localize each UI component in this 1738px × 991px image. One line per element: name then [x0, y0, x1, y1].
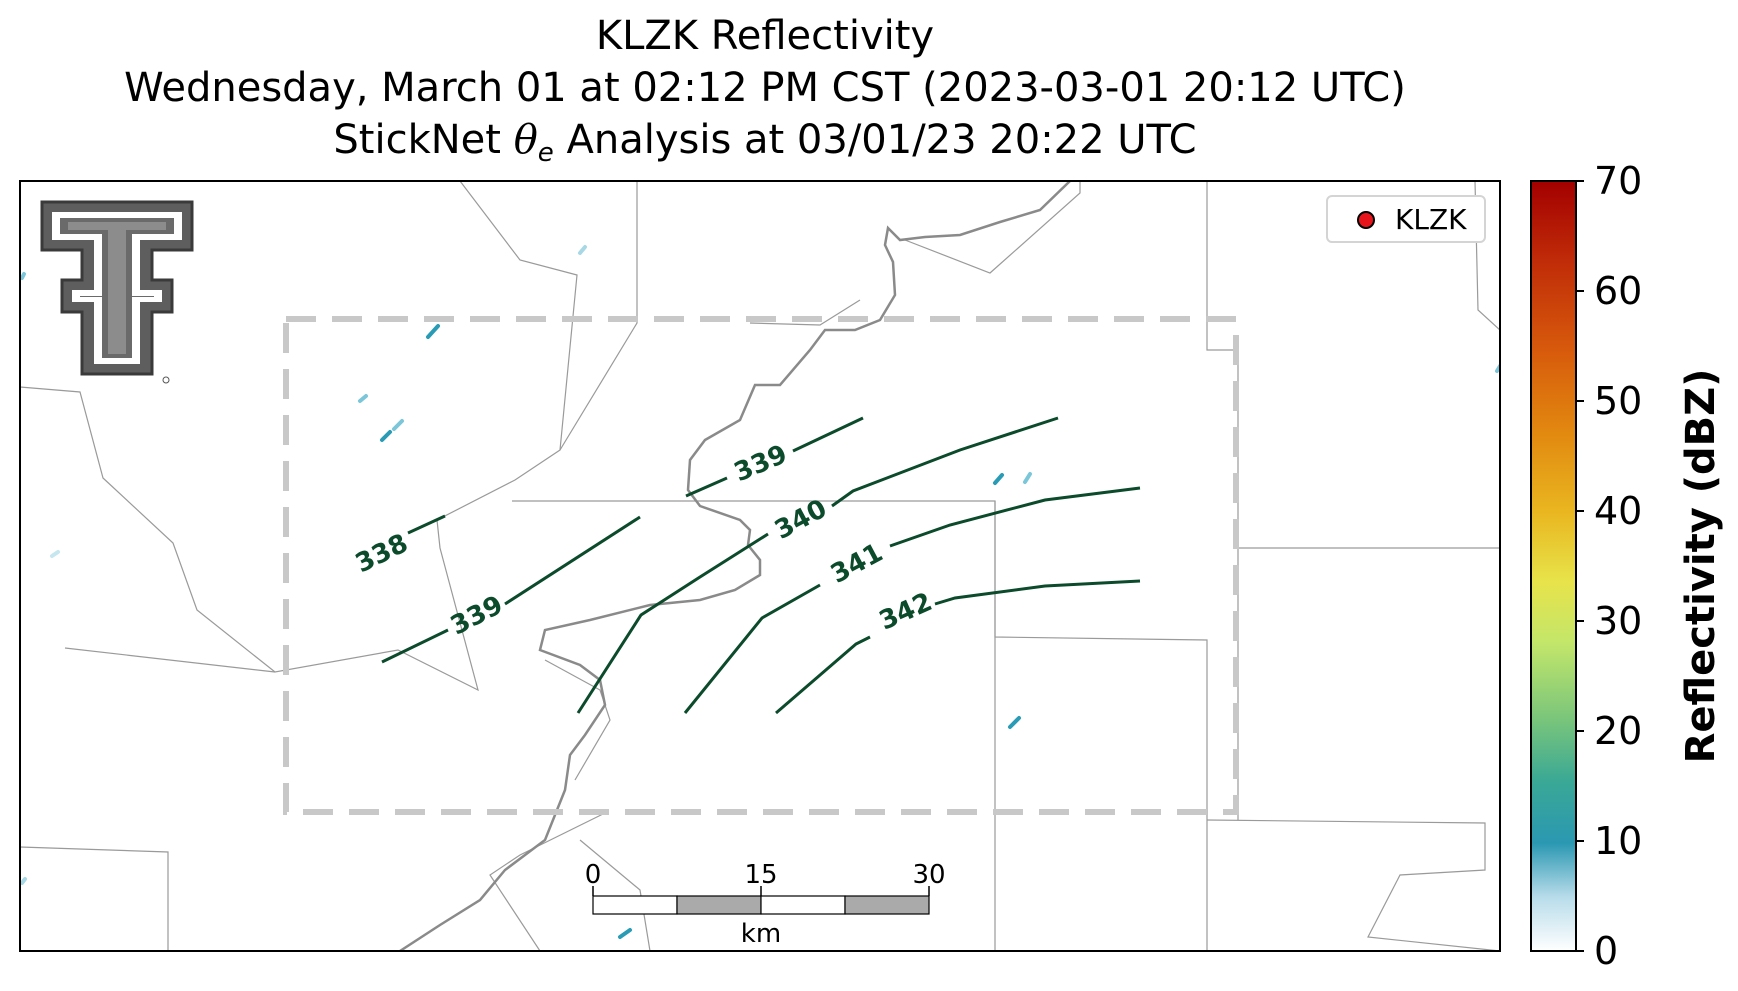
theta-subscript: e	[537, 138, 554, 168]
reflectivity-echoes	[20, 245, 1500, 939]
county-border	[489, 812, 606, 951]
contour-339-north	[792, 416, 864, 453]
scale-segment	[844, 895, 930, 915]
county-border	[20, 846, 169, 951]
colorbar-tick-label: 0	[1594, 929, 1618, 973]
contour-342	[775, 635, 871, 715]
colorbar-scale	[1530, 180, 1577, 952]
subtitle-prefix: StickNet	[333, 117, 501, 163]
echo	[392, 419, 404, 431]
county-border	[20, 181, 578, 692]
scale-bar: 0 15 30 km	[585, 860, 946, 949]
echo	[50, 550, 60, 558]
contour-342	[934, 579, 1141, 606]
river	[399, 181, 1071, 951]
county-border	[579, 839, 651, 951]
legend-box	[1326, 195, 1486, 243]
analysis-subtitle: StickNet θe Analysis at 03/01/23 20:22 U…	[20, 114, 1510, 179]
map-datetime: Wednesday, March 01 at 02:12 PM CST (202…	[124, 65, 1406, 111]
county-border	[559, 181, 638, 451]
county-border	[904, 181, 1081, 274]
colorbar-tick-label: 70	[1594, 159, 1642, 203]
echo	[1023, 472, 1032, 484]
echo	[20, 877, 27, 885]
theta-symbol: θ	[513, 117, 538, 163]
county-borders	[20, 181, 1500, 951]
scale-segment	[760, 895, 846, 915]
analysis-domain-box	[283, 316, 1239, 815]
contour-340	[831, 416, 1059, 508]
echo	[578, 245, 587, 255]
county-border	[749, 299, 861, 326]
contour-339-west	[504, 515, 641, 606]
colorbar-tick-label: 10	[1594, 819, 1642, 863]
scale-segment	[676, 895, 762, 915]
echo	[426, 324, 440, 339]
double-t-logo-icon	[40, 200, 194, 384]
contour-338	[407, 514, 446, 535]
county-border	[1206, 819, 1500, 951]
legend: KLZK	[1326, 195, 1486, 243]
colorbar: 0 10 20 30 40 50 60 70 Reflectivity (dBZ)	[1530, 159, 1724, 973]
scale-unit: km	[741, 919, 781, 949]
echo	[1008, 716, 1021, 729]
echo	[993, 473, 1004, 485]
colorbar-tick-label: 20	[1594, 709, 1642, 753]
colorbar-label: Reflectivity (dBZ)	[1678, 369, 1724, 764]
legend-marker	[1357, 211, 1375, 229]
echo	[20, 272, 26, 280]
echo	[380, 430, 392, 442]
colorbar-tick-label: 60	[1594, 269, 1642, 313]
contour-341	[683, 583, 821, 714]
scale-segment	[592, 895, 678, 915]
map-border	[19, 180, 1501, 952]
county-border	[64, 647, 276, 673]
echo	[358, 394, 368, 403]
map-title: KLZK Reflectivity	[595, 13, 935, 59]
scale-tick-label: 15	[744, 860, 777, 890]
contour-339-north	[685, 476, 728, 498]
legend-label: KLZK	[1395, 203, 1467, 236]
subtitle-suffix: Analysis at 03/01/23 20:22 UTC	[566, 117, 1197, 163]
echo	[618, 928, 632, 939]
theta-e-contours	[381, 416, 1141, 715]
colorbar-tick-label: 30	[1594, 599, 1642, 643]
colorbar-tick-label: 50	[1594, 379, 1642, 423]
contour-341	[889, 486, 1141, 548]
scale-tick-label: 30	[912, 860, 945, 890]
scale-tick-label: 0	[585, 860, 602, 890]
contour-340	[576, 532, 769, 714]
contour-339-west	[381, 628, 449, 664]
colorbar-tick-label: 40	[1594, 489, 1642, 533]
